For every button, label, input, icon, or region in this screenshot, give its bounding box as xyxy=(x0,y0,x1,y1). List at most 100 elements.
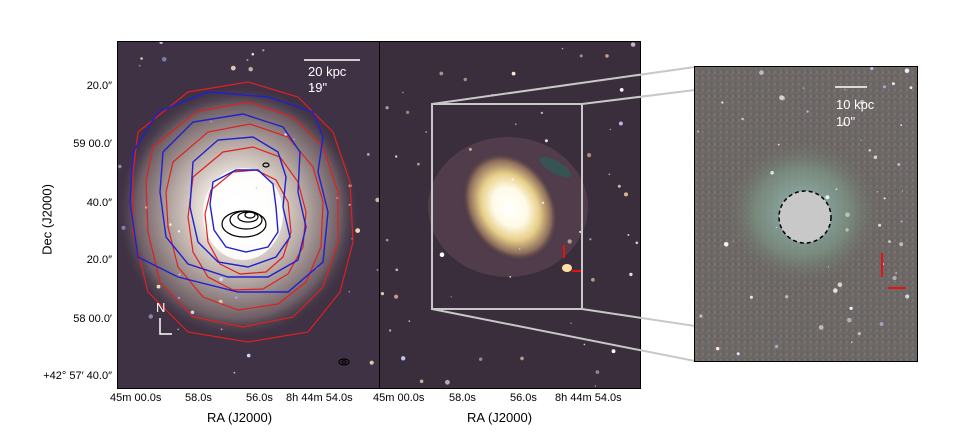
star-point xyxy=(733,240,735,242)
inset-scalebar-kpc-label: 10 kpc xyxy=(836,97,875,112)
ra-tick-mid-1: 45m 00.0s xyxy=(373,392,424,404)
ra-tick-mid-3: 56.0s xyxy=(510,392,537,404)
star-point xyxy=(818,325,824,330)
star-point xyxy=(845,228,849,232)
star-point xyxy=(140,57,143,60)
star-point xyxy=(503,210,507,215)
star-point xyxy=(905,294,910,299)
star-point xyxy=(904,68,910,73)
star-point xyxy=(515,123,517,125)
star-point xyxy=(355,228,361,234)
star-point xyxy=(220,328,223,331)
star-point xyxy=(883,197,886,200)
star-point xyxy=(540,111,543,114)
star-point xyxy=(246,353,251,358)
star-point xyxy=(594,385,597,387)
star-point xyxy=(741,117,744,121)
star-point xyxy=(806,110,809,113)
star-point xyxy=(825,195,830,200)
dec-tick-label: 40.0″ xyxy=(86,197,112,209)
star-point xyxy=(542,201,545,204)
star-point xyxy=(901,190,904,192)
star-point xyxy=(878,223,882,227)
star-point xyxy=(219,277,223,282)
star-point xyxy=(883,85,886,89)
star-point xyxy=(899,242,904,247)
star-point xyxy=(402,91,404,94)
blue-contours xyxy=(129,91,329,293)
star-point xyxy=(445,379,450,385)
masked-star-icon xyxy=(778,190,832,244)
star-point xyxy=(609,128,612,131)
star-point xyxy=(777,143,780,146)
star-point xyxy=(900,220,903,223)
star-point xyxy=(439,71,444,76)
star-point xyxy=(380,292,384,296)
ra-tick-mid-2: 58.0s xyxy=(449,392,476,404)
star-point xyxy=(876,191,879,193)
star-point xyxy=(169,223,172,226)
star-point xyxy=(511,71,516,76)
star-point xyxy=(870,67,874,71)
star-point xyxy=(159,42,163,44)
ra-tick-left-4: 8h 44m 54.0s xyxy=(286,392,353,404)
star-point xyxy=(138,64,141,67)
compass-icon xyxy=(159,318,172,335)
star-point xyxy=(395,268,399,272)
star-point xyxy=(230,65,236,71)
star-point xyxy=(491,93,494,96)
star-point xyxy=(262,49,265,52)
star-point xyxy=(699,314,703,318)
star-point xyxy=(835,188,838,191)
star-point xyxy=(248,67,253,72)
star-point xyxy=(348,291,350,293)
ra-tick-text: 58.0s xyxy=(185,392,212,404)
star-point xyxy=(828,266,830,268)
star-point xyxy=(624,192,628,197)
star-point xyxy=(587,153,592,158)
star-point xyxy=(859,99,865,105)
star-point xyxy=(892,82,895,85)
star-point xyxy=(635,241,639,245)
star-point xyxy=(802,87,805,89)
ra-tick-text: 8h 44m 54.0s xyxy=(286,392,353,404)
star-point xyxy=(837,282,843,287)
star-point xyxy=(406,110,410,114)
star-point xyxy=(900,124,903,126)
star-point xyxy=(873,155,878,160)
ra-tick-text: 8h 44m 54.0s xyxy=(555,392,622,404)
star-point xyxy=(847,317,852,323)
star-point xyxy=(879,322,884,326)
star-point xyxy=(375,197,380,203)
star-point xyxy=(511,178,514,181)
star-point xyxy=(697,130,700,133)
star-point xyxy=(425,131,427,133)
star-point xyxy=(385,106,389,110)
star-point xyxy=(419,379,424,384)
star-point xyxy=(177,328,180,331)
compass-north-label: N xyxy=(156,300,166,315)
star-point xyxy=(148,314,153,319)
star-point xyxy=(235,296,238,299)
star-point xyxy=(376,269,379,271)
x-axis-title-left: RA (J2000) xyxy=(207,410,273,425)
star-point xyxy=(579,230,582,234)
star-point xyxy=(439,252,445,257)
black-contours xyxy=(221,162,350,366)
middle-image xyxy=(380,42,640,388)
arrow-marker-icon xyxy=(881,253,906,289)
star-point xyxy=(775,226,778,229)
star-point xyxy=(401,356,406,361)
star-point xyxy=(851,341,853,343)
star-point xyxy=(121,225,126,230)
star-point xyxy=(723,242,729,247)
star-point xyxy=(251,52,255,56)
star-point xyxy=(388,329,392,332)
dec-tick-label: 20.0″ xyxy=(86,254,112,266)
star-point xyxy=(897,163,901,166)
star-point xyxy=(463,77,467,82)
left-image xyxy=(118,42,380,388)
star-point xyxy=(892,276,897,281)
star-point xyxy=(233,371,236,374)
star-point xyxy=(156,284,161,289)
